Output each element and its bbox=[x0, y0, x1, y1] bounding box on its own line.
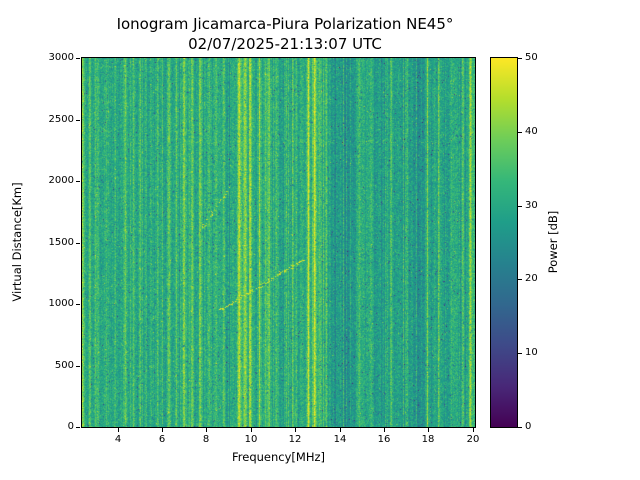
y-tick-mark bbox=[76, 243, 80, 244]
x-tick-label: 16 bbox=[377, 434, 391, 445]
x-tick-label: 6 bbox=[158, 434, 166, 445]
colorbar-tick-label: 10 bbox=[525, 347, 538, 358]
colorbar-tick-mark bbox=[518, 279, 522, 280]
x-tick-label: 18 bbox=[421, 434, 435, 445]
colorbar-label: Power [dB] bbox=[546, 210, 560, 274]
colorbar-tick-mark bbox=[518, 353, 522, 354]
y-tick-mark bbox=[76, 427, 80, 428]
y-tick-mark bbox=[76, 366, 80, 367]
colorbar-tick-label: 40 bbox=[525, 126, 538, 137]
y-tick-label: 500 bbox=[54, 360, 74, 371]
colorbar-tick-label: 50 bbox=[525, 52, 538, 63]
chart-title: Ionogram Jicamarca-Piura Polarization NE… bbox=[116, 15, 454, 33]
x-tick-mark bbox=[473, 428, 474, 432]
x-tick-mark bbox=[206, 428, 207, 432]
x-tick-label: 12 bbox=[288, 434, 302, 445]
x-tick-mark bbox=[162, 428, 163, 432]
colorbar-gradient bbox=[491, 58, 517, 427]
chart-subtitle: 02/07/2025-21:13:07 UTC bbox=[188, 35, 382, 53]
x-tick-label: 20 bbox=[466, 434, 480, 445]
y-tick-label: 1500 bbox=[48, 237, 74, 248]
y-tick-label: 2500 bbox=[48, 114, 74, 125]
ionogram-heatmap bbox=[82, 58, 475, 427]
colorbar-tick-label: 30 bbox=[525, 200, 538, 211]
x-tick-mark bbox=[340, 428, 341, 432]
x-tick-mark bbox=[118, 428, 119, 432]
colorbar-tick-label: 0 bbox=[525, 421, 532, 432]
x-tick-mark bbox=[428, 428, 429, 432]
x-tick-label: 14 bbox=[333, 434, 347, 445]
colorbar-tick-label: 20 bbox=[525, 273, 538, 284]
x-axis-label: Frequency[MHz] bbox=[232, 450, 325, 464]
x-tick-mark bbox=[251, 428, 252, 432]
y-tick-label: 2000 bbox=[48, 175, 74, 186]
y-axis-label: Virtual Distance[Km] bbox=[10, 182, 24, 302]
y-tick-label: 0 bbox=[67, 421, 74, 432]
colorbar-tick-mark bbox=[518, 58, 522, 59]
colorbar-tick-mark bbox=[518, 132, 522, 133]
y-tick-mark bbox=[76, 58, 80, 59]
y-tick-mark bbox=[76, 304, 80, 305]
y-tick-label: 3000 bbox=[48, 52, 74, 63]
x-tick-label: 8 bbox=[202, 434, 210, 445]
x-tick-mark bbox=[384, 428, 385, 432]
colorbar-tick-mark bbox=[518, 206, 522, 207]
x-tick-mark bbox=[295, 428, 296, 432]
x-tick-label: 4 bbox=[114, 434, 122, 445]
x-tick-label: 10 bbox=[244, 434, 258, 445]
y-tick-label: 1000 bbox=[48, 298, 74, 309]
y-tick-mark bbox=[76, 120, 80, 121]
y-tick-mark bbox=[76, 181, 80, 182]
colorbar-tick-mark bbox=[518, 427, 522, 428]
